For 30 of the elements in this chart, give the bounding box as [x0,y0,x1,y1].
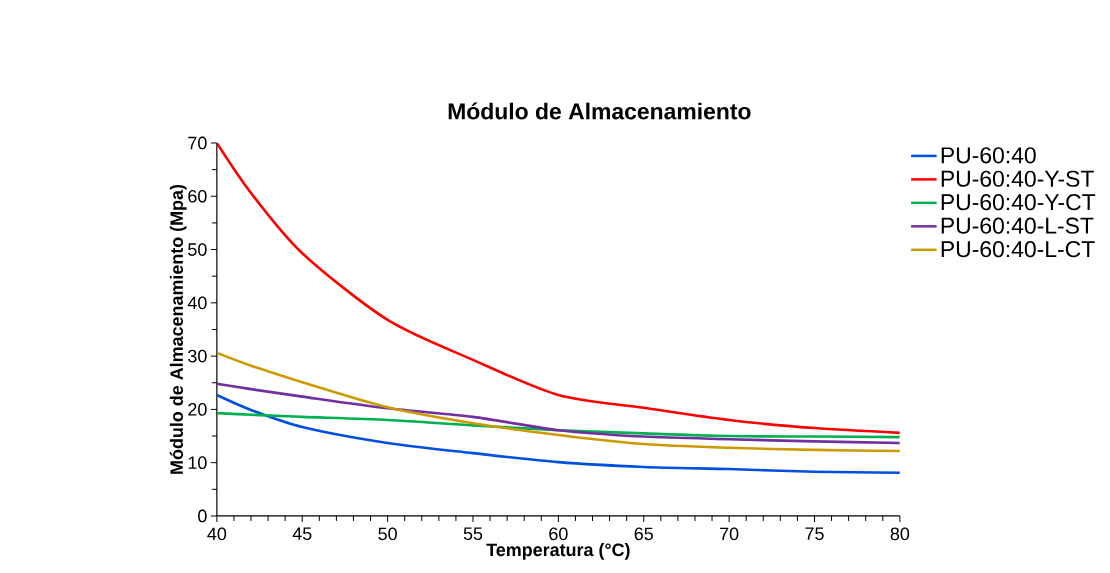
y-tick-label: 30 [188,349,207,363]
line-series [216,382,900,445]
legend-label: PU-60:40-Y-ST [941,170,1094,187]
legend-label: PU-60:40 [941,147,1036,164]
legend-label: PU-60:40-L-ST [941,217,1094,234]
x-axis-title: Temperatura (°C) [486,543,630,560]
y-tick-label: 50 [188,243,207,256]
line-series [216,393,900,475]
x-tick-label: 65 [634,527,653,541]
x-tick-label: 50 [378,527,397,541]
y-tick-label: 60 [188,189,207,203]
x-tick-label: 40 [207,527,227,541]
legend-label: PU-60:40-Y-CT [941,194,1096,211]
y-tick-label: 40 [187,296,207,310]
x-tick-label: 70 [720,527,739,541]
y-tick-label: 0 [198,509,207,523]
y-axis-title: Módulo de Almacenamiento (Mpa) [169,184,187,474]
y-tick-label: 70 [188,136,207,150]
x-tick-label: 75 [805,527,824,540]
line-series [216,351,900,453]
legend-label: PU-60:40-L-CT [941,241,1095,258]
chart-title: Módulo de Almacenamiento [448,102,751,120]
line-series [216,411,900,439]
y-tick-label: 10 [188,456,207,470]
x-tick-label: 80 [890,527,910,541]
x-tick-label: 45 [292,527,312,540]
line-series [216,142,900,435]
x-tick-label: 55 [463,527,483,540]
x-tick-label: 60 [549,527,568,541]
y-tick-label: 20 [188,403,207,416]
